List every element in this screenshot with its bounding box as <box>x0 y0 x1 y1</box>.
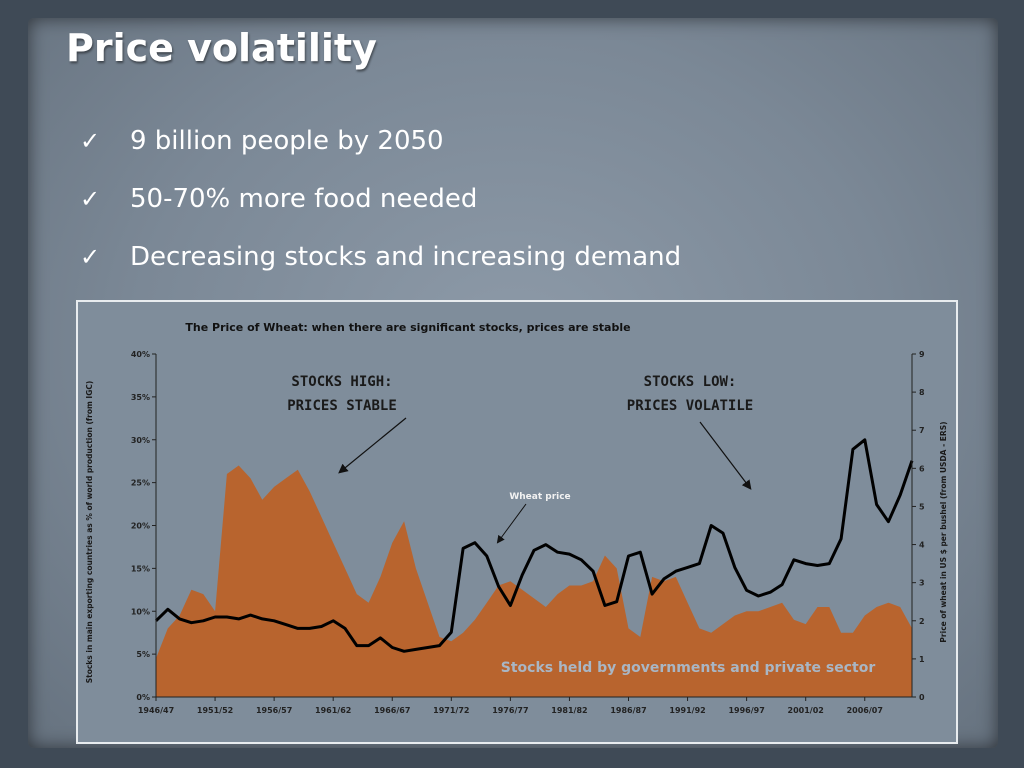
y-tick-label: 40% <box>131 350 150 359</box>
annotation-stocks-low: STOCKS LOW: <box>644 374 737 390</box>
annotation-stocks-high: STOCKS HIGH: <box>291 374 392 390</box>
x-tick-label: 1976/77 <box>492 706 528 715</box>
bullet-text: 50-70% more food needed <box>130 184 478 214</box>
annotation-wheat-price: Wheat price <box>509 492 570 502</box>
x-tick-label: 1951/52 <box>197 706 233 715</box>
y2-axis-label: Price of wheat in US $ per bushel (from … <box>939 421 948 642</box>
y-tick-label: 0% <box>136 693 150 702</box>
annotation-prices-volatile: PRICES VOLATILE <box>627 398 753 414</box>
bullet-text: Decreasing stocks and increasing demand <box>130 242 682 272</box>
bullet-text: 9 billion people by 2050 <box>130 126 444 156</box>
x-tick-label: 2006/07 <box>847 706 883 715</box>
x-tick-label: 1991/92 <box>669 706 705 715</box>
y-tick-label: 10% <box>131 607 150 616</box>
y2-tick-label: 4 <box>919 541 925 550</box>
chart-title: The Price of Wheat: when there are signi… <box>185 321 630 334</box>
y-tick-label: 20% <box>131 522 150 531</box>
x-tick-label: 1971/72 <box>433 706 469 715</box>
bullet-item: ✓ 9 billion people by 2050 <box>80 112 681 170</box>
y2-tick-label: 6 <box>919 464 925 473</box>
annotation-stocks-held: Stocks held by governments and private s… <box>501 660 876 676</box>
arrow-stocks-high <box>338 417 407 474</box>
y2-tick-label: 0 <box>919 693 925 702</box>
stocks-area <box>156 465 912 697</box>
y-tick-label: 30% <box>131 436 150 445</box>
y2-tick-label: 7 <box>919 426 925 435</box>
x-tick-label: 1956/57 <box>256 706 292 715</box>
y-tick-label: 25% <box>131 479 150 488</box>
plot-area: 0% 5% 10% 15% 20% 25% 30% 35% 40% 0 1 2 3 4 5 6 7 8 9 1946/… <box>131 350 925 715</box>
arrow-stocks-low <box>699 421 752 490</box>
y2-tick-label: 5 <box>919 502 925 511</box>
chart-panel: The Price of Wheat: when there are signi… <box>76 300 958 744</box>
checkmark-icon: ✓ <box>80 243 101 271</box>
x-tick-label: 1966/67 <box>374 706 410 715</box>
wheat-price-chart: The Price of Wheat: when there are signi… <box>85 321 948 715</box>
slide-title: Price volatility <box>66 26 377 70</box>
y2-tick-label: 2 <box>919 617 925 626</box>
y2-tick-label: 1 <box>919 655 925 664</box>
y2-tick-label: 9 <box>919 350 925 359</box>
bullet-item: ✓ Decreasing stocks and increasing deman… <box>80 228 681 286</box>
arrow-wheat-price <box>496 503 527 544</box>
bullet-item: ✓ 50-70% more food needed <box>80 170 681 228</box>
x-tick-label: 1996/97 <box>728 706 764 715</box>
wheat-price-line <box>154 438 914 653</box>
x-tick-label: 1981/82 <box>551 706 587 715</box>
x-tick-label: 1946/47 <box>138 706 174 715</box>
x-tick-label: 1986/87 <box>610 706 646 715</box>
x-tick-label: 1961/62 <box>315 706 351 715</box>
checkmark-icon: ✓ <box>80 127 101 155</box>
checkmark-icon: ✓ <box>80 185 101 213</box>
y-tick-label: 35% <box>131 393 150 402</box>
y-axis-label: Stocks in main exporting countries as % … <box>85 381 94 684</box>
y-tick-label: 5% <box>136 650 150 659</box>
y2-tick-label: 3 <box>919 579 925 588</box>
annotation-prices-stable: PRICES STABLE <box>287 398 397 414</box>
bullet-list: ✓ 9 billion people by 2050 ✓ 50-70% more… <box>80 112 681 286</box>
y2-tick-label: 8 <box>919 388 925 397</box>
y-tick-label: 15% <box>131 564 150 573</box>
x-tick-label: 2001/02 <box>788 706 824 715</box>
